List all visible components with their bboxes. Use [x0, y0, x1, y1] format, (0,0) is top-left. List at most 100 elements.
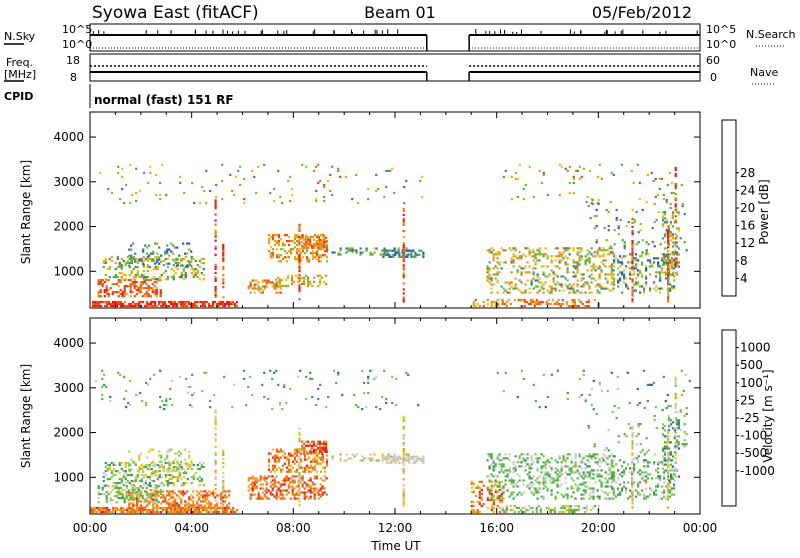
velocity-cell [585, 467, 587, 469]
power-cell [653, 281, 655, 283]
velocity-cell [609, 473, 611, 475]
velocity-cell [161, 464, 163, 466]
velocity-cell [403, 478, 405, 480]
power-cell [487, 279, 489, 281]
power-cell [266, 279, 268, 281]
power-cell [403, 222, 405, 224]
velocity-cell [168, 471, 170, 473]
power-cell [559, 251, 561, 253]
velocity-cell [262, 487, 264, 489]
velocity-cell [310, 461, 312, 463]
power-cell [188, 261, 190, 263]
power-cell [305, 237, 307, 239]
power-cell [314, 252, 316, 254]
power-cell [473, 303, 475, 305]
power-cell [667, 256, 669, 258]
velocity-cell [170, 490, 172, 492]
power-cell [298, 242, 300, 244]
velocity-cell [501, 481, 503, 483]
power-cell [618, 233, 620, 235]
velocity-cell [615, 481, 617, 483]
velocity-cell [270, 481, 272, 483]
velocity-cell [521, 494, 523, 496]
power-cell [386, 250, 388, 252]
velocity-cell [316, 463, 318, 465]
velocity-cell [177, 480, 179, 482]
velocity-cell [503, 471, 505, 473]
power-cell [305, 275, 307, 277]
velocity-cell [143, 484, 145, 486]
power-cell [284, 244, 286, 246]
velocity-cell [535, 487, 537, 489]
velocity-cell [128, 489, 130, 491]
velocity-cell [122, 509, 124, 511]
power-cell [554, 303, 556, 305]
power-cell [540, 303, 542, 305]
power-cell [164, 303, 166, 305]
power-cell [210, 305, 212, 307]
velocity-cell [208, 500, 210, 502]
velocity-cell [479, 481, 481, 483]
velocity-cell [613, 473, 615, 475]
power-cell [128, 305, 130, 307]
velocity-cell [611, 485, 613, 487]
velocity-cell [215, 500, 217, 502]
velocity-cell [135, 464, 137, 466]
power-cell [127, 260, 129, 262]
velocity-cell [501, 498, 503, 500]
power-cell [145, 276, 147, 278]
power-cell [666, 221, 668, 223]
velocity-cell [121, 462, 123, 464]
power-cell [615, 257, 617, 259]
velocity-cell [298, 474, 300, 476]
power-cell [360, 247, 362, 249]
velocity-cell [296, 485, 298, 487]
velocity-cell [310, 465, 312, 467]
velocity-cell [149, 482, 151, 484]
power-cell [539, 281, 541, 283]
velocity-cell [136, 506, 138, 508]
velocity-cell [98, 487, 100, 489]
power-cell [545, 253, 547, 255]
power-cell [563, 275, 565, 277]
power-cell [231, 190, 233, 192]
power-cell [653, 180, 655, 182]
velocity-cell [298, 504, 300, 506]
power-cell [154, 263, 156, 265]
power-cell [376, 247, 378, 249]
power-cell [314, 234, 316, 236]
power-cell [258, 285, 260, 287]
velocity-cell [126, 495, 128, 497]
power-cell [221, 164, 223, 166]
power-cell [664, 241, 666, 243]
power-cell [345, 176, 347, 178]
power-cell [176, 305, 178, 307]
velocity-cell [107, 470, 109, 472]
velocity-cell [204, 506, 206, 508]
velocity-cell [617, 489, 619, 491]
velocity-cell [304, 459, 306, 461]
velocity-cell [555, 459, 557, 461]
power-cell [158, 303, 160, 305]
power-cell [182, 303, 184, 305]
velocity-cell [264, 494, 266, 496]
power-cell [577, 279, 579, 281]
power-cell [307, 247, 309, 249]
velocity-cell [595, 481, 597, 483]
power-cell [561, 275, 563, 277]
velocity-cell [631, 492, 633, 494]
power-cell [659, 292, 661, 294]
power-cell [146, 295, 148, 297]
power-cell [637, 269, 639, 271]
power-cell [120, 303, 122, 305]
velocity-cell [288, 453, 290, 455]
velocity-cell [298, 440, 300, 442]
velocity-cell [609, 463, 611, 465]
velocity-cell [298, 482, 300, 484]
velocity-cell [180, 502, 182, 504]
velocity-cell [312, 461, 314, 463]
velocity-cell [105, 462, 107, 464]
power-cell [131, 272, 133, 274]
velocity-cell [110, 497, 112, 499]
power-cell [662, 217, 664, 219]
